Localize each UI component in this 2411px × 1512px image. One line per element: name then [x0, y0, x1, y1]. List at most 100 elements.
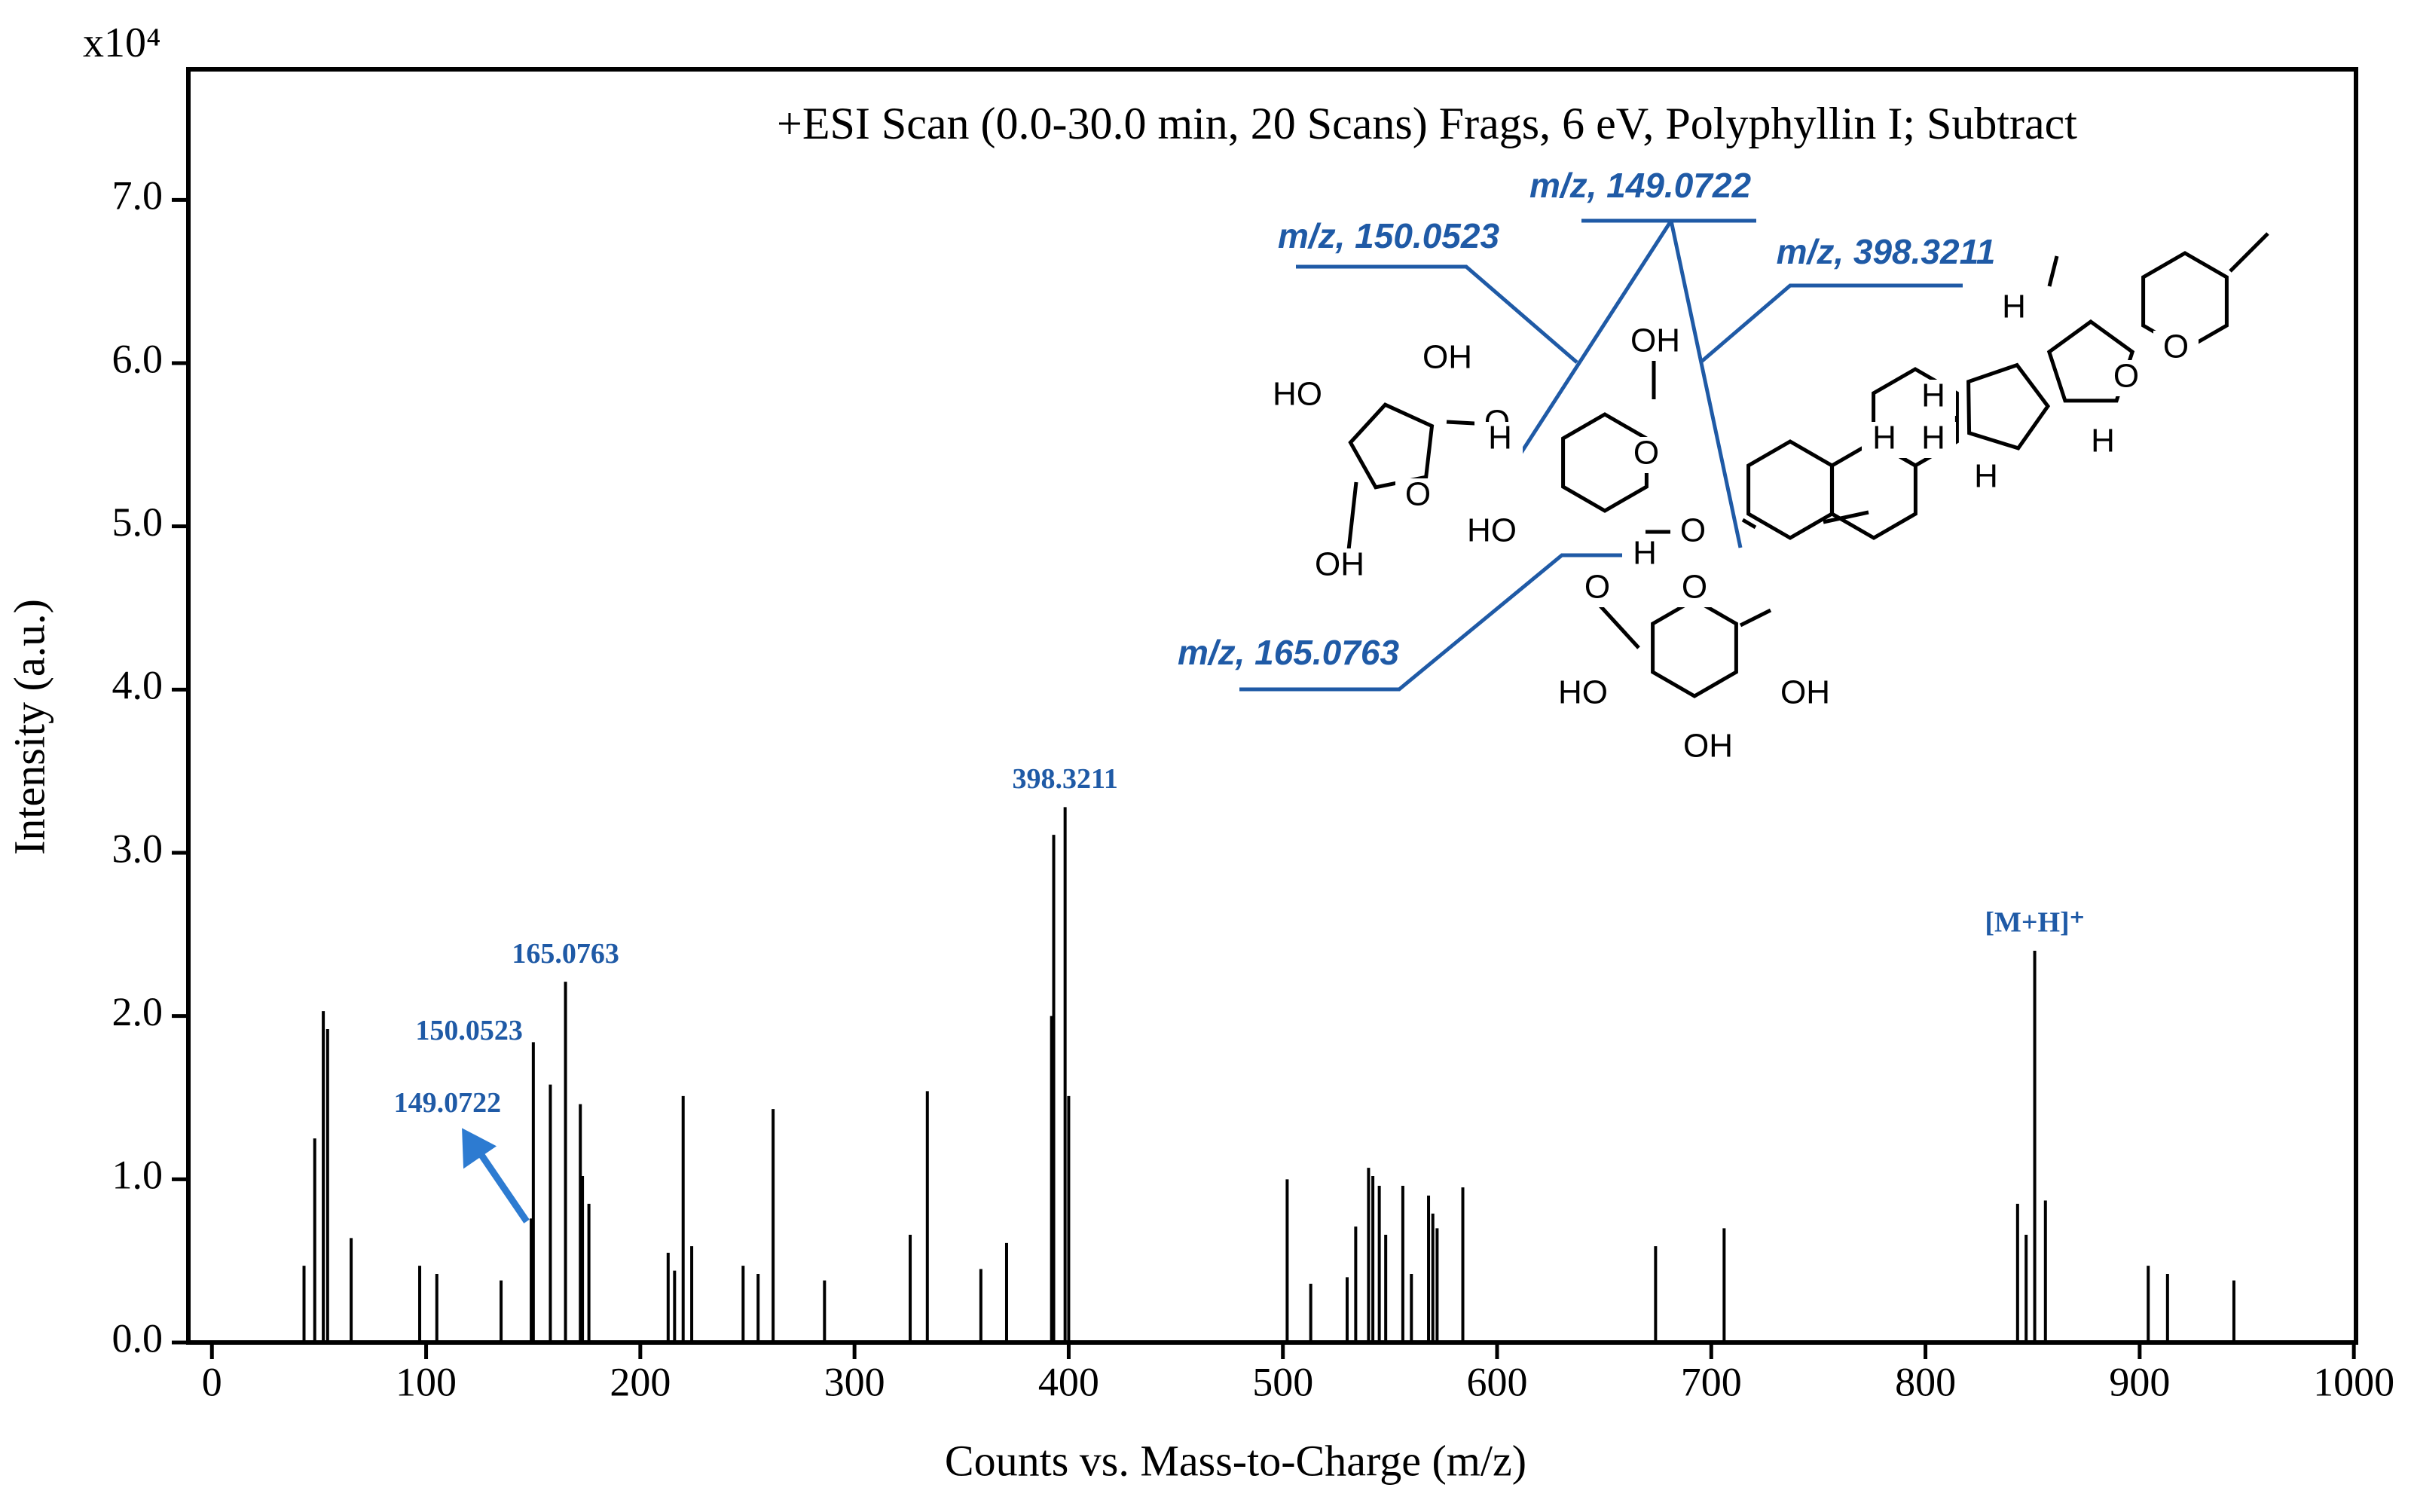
peak-label: 165.0763	[512, 938, 619, 970]
callout-label: m/z, 150.0523	[1278, 216, 1500, 255]
ring	[1651, 597, 1738, 698]
atom-label: OH	[1422, 339, 1472, 376]
atom-bg	[1685, 730, 1731, 766]
atom-label: H	[2091, 423, 2115, 460]
atom-label: HO	[1273, 376, 1322, 413]
y-axis-label: Intensity (a.u.)	[5, 599, 53, 855]
x-tick-label: 700	[1681, 1359, 1742, 1404]
arrow-head	[462, 1128, 497, 1169]
y-tick-label: 7.0	[112, 173, 163, 218]
atom-label: OH	[1780, 674, 1830, 711]
y-tick-label: 2.0	[112, 989, 163, 1034]
atom-label: O	[2163, 328, 2189, 365]
atom-label: HO	[1558, 674, 1608, 711]
atom-label: HO	[1467, 512, 1517, 549]
atom-bg	[1672, 571, 1717, 607]
x-axis-label: Counts vs. Mass-to-Charge (m/z)	[945, 1436, 1526, 1485]
atom-bg	[1575, 571, 1620, 607]
x-tick-label: 400	[1038, 1359, 1099, 1404]
peak-label: 398.3211	[1012, 763, 1117, 795]
atom-label: OH	[1315, 546, 1364, 583]
ring	[2046, 319, 2135, 403]
x-tick-label: 800	[1895, 1359, 1956, 1404]
atom-label: H	[1921, 377, 1945, 414]
x-tick-label: 1000	[2313, 1359, 2394, 1404]
atom-label: O	[1682, 569, 1707, 606]
bond	[2229, 232, 2269, 273]
atom-label: H	[1974, 458, 1998, 495]
atom-label: O	[1680, 512, 1706, 549]
x-tick-label: 200	[610, 1359, 671, 1404]
ring	[1966, 362, 2051, 451]
atom-label: O	[1584, 569, 1610, 606]
atom-label: H	[1488, 420, 1512, 457]
atom-label: OH	[1630, 322, 1680, 359]
plot-frame	[186, 67, 2358, 1345]
callout-line	[1296, 264, 1578, 364]
callout-line	[1699, 283, 1963, 364]
atom-label: H	[1872, 420, 1896, 457]
ring	[1348, 402, 1435, 490]
atom-label: O	[1405, 476, 1431, 513]
bond	[2047, 255, 2059, 287]
chart-title: +ESI Scan (0.0-30.0 min, 20 Scans) Frags…	[777, 99, 2077, 148]
peak-label: 150.0523	[415, 1015, 523, 1046]
atom-bg	[1991, 291, 2037, 327]
atom-bg	[2104, 360, 2149, 396]
callout-label: m/z, 398.3211	[1777, 232, 1996, 271]
atom-bg	[2080, 425, 2125, 461]
atom-bg	[1862, 422, 1907, 458]
callout-line	[1239, 553, 1625, 692]
peak-label: [M+H]⁺	[1985, 907, 2084, 939]
atom-label: O	[1633, 435, 1659, 472]
atom-label: OH	[1683, 728, 1733, 765]
atom-label: H	[1633, 535, 1657, 572]
bond	[1739, 608, 1772, 628]
callout-line	[1517, 219, 1673, 457]
callout-line	[1669, 220, 1743, 548]
atom-bg	[1469, 515, 1514, 551]
atom-bg	[1622, 537, 1667, 573]
y-tick-label: 3.0	[112, 826, 163, 871]
x-tick-label: 0	[202, 1359, 222, 1404]
atom-bg	[1317, 548, 1362, 585]
y-multiplier: x10⁴	[83, 20, 161, 66]
atom-bg	[1624, 437, 1669, 473]
atom-label: H	[1921, 420, 1945, 457]
callout-label: m/z, 165.0763	[1178, 633, 1400, 672]
atom-bg	[1560, 677, 1606, 713]
atom-label: O	[2113, 358, 2139, 395]
atom-bg	[1911, 422, 1956, 458]
x-tick-label: 100	[396, 1359, 457, 1404]
peak-label: 149.0722	[394, 1087, 502, 1119]
atom-bg	[1963, 460, 2009, 496]
atom-bg	[1911, 380, 1956, 416]
ring	[1872, 367, 1959, 468]
y-tick-label: 5.0	[112, 499, 163, 545]
y-tick-label: 1.0	[112, 1153, 163, 1198]
peaks	[302, 807, 2235, 1342]
bond	[1346, 481, 1358, 551]
y-tick-label: 4.0	[112, 663, 163, 708]
atom-bg	[1425, 341, 1470, 377]
y-tick-label: 6.0	[112, 336, 163, 381]
atom-label: H	[2002, 289, 2026, 325]
bond	[1741, 518, 1757, 530]
atom-bg	[1783, 677, 1828, 713]
y-tick-label: 0.0	[112, 1315, 163, 1361]
callout-label: m/z, 149.0722	[1529, 166, 1752, 205]
x-tick-label: 600	[1467, 1359, 1528, 1404]
x-tick-label: 300	[824, 1359, 885, 1404]
bond	[1823, 510, 1869, 524]
atom-bg	[2153, 331, 2199, 367]
ring	[1746, 439, 1834, 540]
arrow-shaft	[475, 1148, 530, 1223]
atom-bg	[1395, 478, 1441, 515]
atom-bg	[1633, 325, 1678, 361]
atom-bg	[1275, 378, 1320, 414]
atom-bg	[1477, 422, 1523, 458]
x-tick-label: 900	[2109, 1359, 2170, 1404]
structure: m/z, 149.0722 m/z, 150.0523 m/z, 398.3211 m…	[1178, 166, 2269, 766]
bond	[1596, 601, 1640, 649]
